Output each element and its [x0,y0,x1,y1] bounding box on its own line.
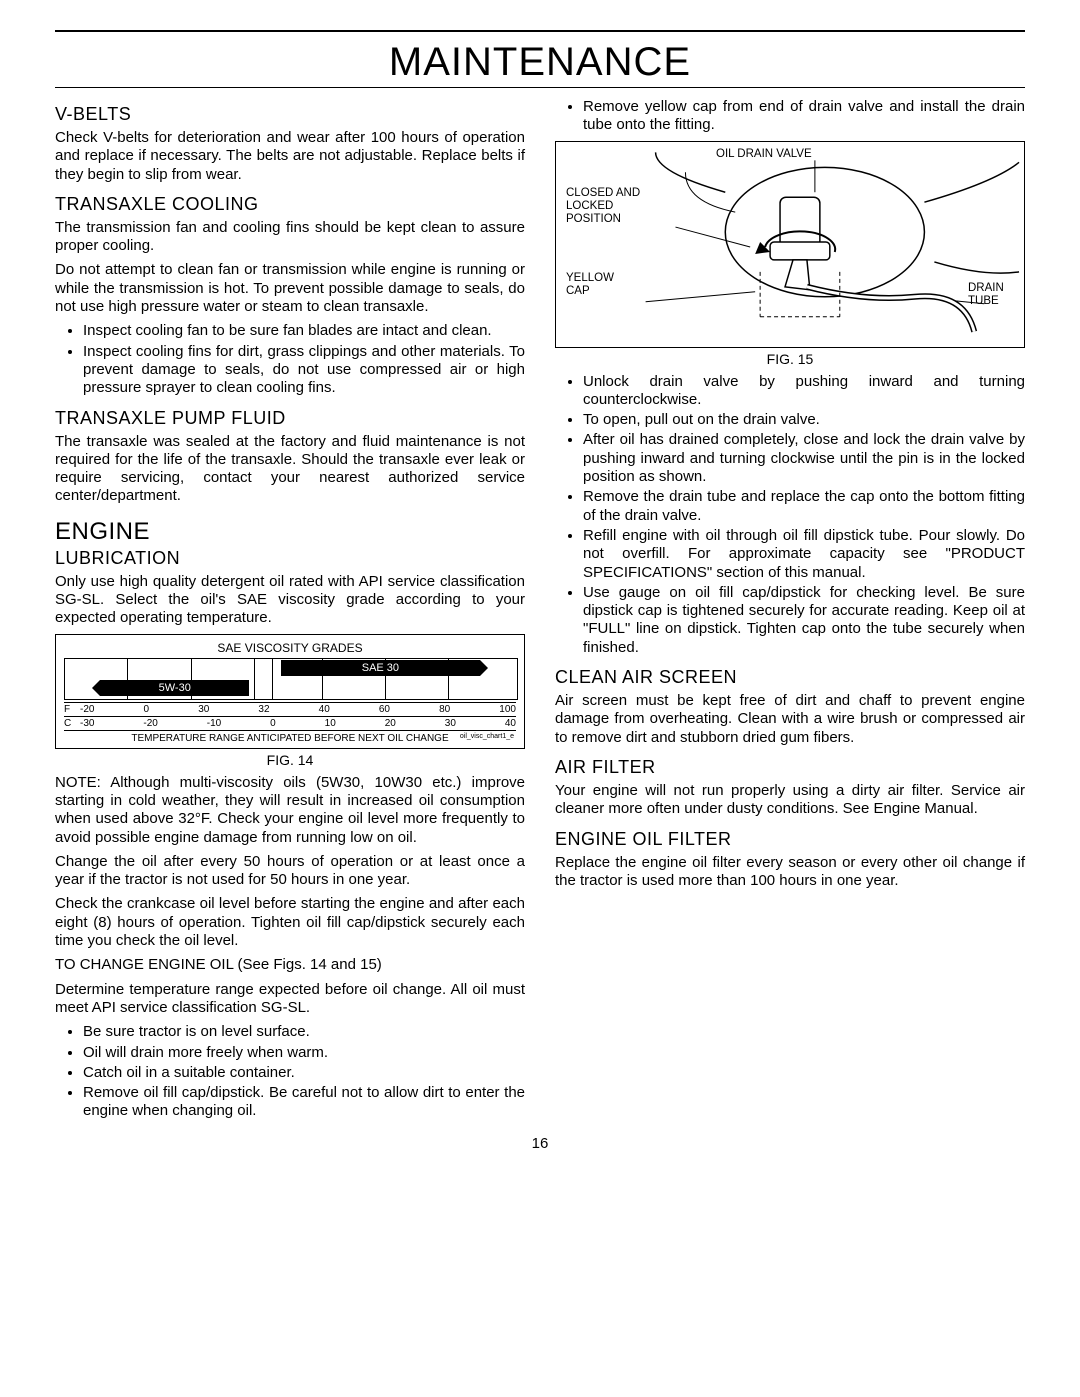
transcool-p2: Do not attempt to clean fan or transmiss… [55,261,525,316]
visc-bars: SAE 30 5W-30 [64,658,516,700]
drain-valve-figure: OIL DRAIN VALVE CLOSED AND LOCKED POSITI… [555,141,1025,348]
title-underline [55,87,1025,88]
fig15-caption: FIG. 15 [555,351,1025,367]
db5: Refill engine with oil through oil fill … [583,527,1025,582]
change-text: Change the oil after every 50 hours of o… [55,853,525,890]
label-tube: DRAIN TUBE [968,282,1018,308]
sae30-bar: SAE 30 [281,660,480,676]
db4: Remove the drain tube and replace the ca… [583,488,1025,525]
oilfilter-heading: ENGINE OIL FILTER [555,829,1025,850]
oilfilter-p1: Replace the engine oil filter every seas… [555,854,1025,891]
filter-p1: Your engine will not run properly using … [555,782,1025,819]
oilchange-list: Be sure tractor is on level surface. Oil… [55,1023,525,1120]
vbelts-text: Check V-belts for deterioration and wear… [55,129,525,184]
lub-heading: LUBRICATION [55,548,525,569]
c-axis: C -30 -20 -10 0 10 20 30 40 [64,716,516,730]
f-axis: F -20 0 30 32 40 60 80 100 [64,702,516,716]
drain-steps-list: Unlock drain valve by pushing inward and… [555,373,1025,657]
fw30-bar: 5W-30 [100,680,249,696]
right-top-list: Remove yellow cap from end of drain valv… [555,98,1025,135]
ob3: Catch oil in a suitable container. [83,1064,525,1082]
top-rule [55,30,1025,32]
tochange-heading: TO CHANGE ENGINE OIL (See Figs. 14 and 1… [55,956,525,974]
rb1: Remove yellow cap from end of drain valv… [583,98,1025,135]
air-heading: CLEAN AIR SCREEN [555,667,1025,688]
left-column: V-BELTS Check V-belts for deterioration … [55,94,525,1127]
fig14-caption: FIG. 14 [55,752,525,768]
visc-footer: TEMPERATURE RANGE ANTICIPATED BEFORE NEX… [64,730,516,746]
ob4: Remove oil fill cap/dipstick. Be careful… [83,1084,525,1121]
page-number: 16 [55,1135,1025,1152]
pump-p1: The transaxle was sealed at the factory … [55,433,525,506]
lub-p1: Only use high quality detergent oil rate… [55,573,525,628]
vbelts-heading: V-BELTS [55,104,525,125]
page-title: MAINTENANCE [55,40,1025,85]
label-valve: OIL DRAIN VALVE [716,148,812,161]
right-column: Remove yellow cap from end of drain valv… [555,94,1025,1127]
transcool-b2: Inspect cooling fins for dirt, grass cli… [83,343,525,398]
ob2: Oil will drain more freely when warm. [83,1044,525,1062]
ob1: Be sure tractor is on level surface. [83,1023,525,1041]
air-p1: Air screen must be kept free of dirt and… [555,692,1025,747]
db6: Use gauge on oil fill cap/dipstick for c… [583,584,1025,657]
visc-title: SAE VISCOSITY GRADES [64,641,516,655]
transcool-p1: The transmission fan and cooling fins sh… [55,219,525,256]
determine-text: Determine temperature range expected bef… [55,981,525,1018]
transcool-b1: Inspect cooling fan to be sure fan blade… [83,322,525,340]
label-closed: CLOSED AND LOCKED POSITION [566,187,666,227]
note-text: NOTE: Although multi-viscosity oils (5W3… [55,774,525,847]
db2: To open, pull out on the drain valve. [583,411,1025,429]
transcool-list: Inspect cooling fan to be sure fan blade… [55,322,525,397]
label-cap: YELLOW CAP [566,272,636,298]
filter-heading: AIR FILTER [555,757,1025,778]
db1: Unlock drain valve by pushing inward and… [583,373,1025,410]
engine-heading: ENGINE [55,518,525,546]
viscosity-chart: SAE VISCOSITY GRADES SAE 30 5W-30 [55,634,525,749]
pump-heading: TRANSAXLE PUMP FLUID [55,408,525,429]
transcool-heading: TRANSAXLE COOLING [55,194,525,215]
db3: After oil has drained completely, close … [583,431,1025,486]
check-text: Check the crankcase oil level before sta… [55,895,525,950]
